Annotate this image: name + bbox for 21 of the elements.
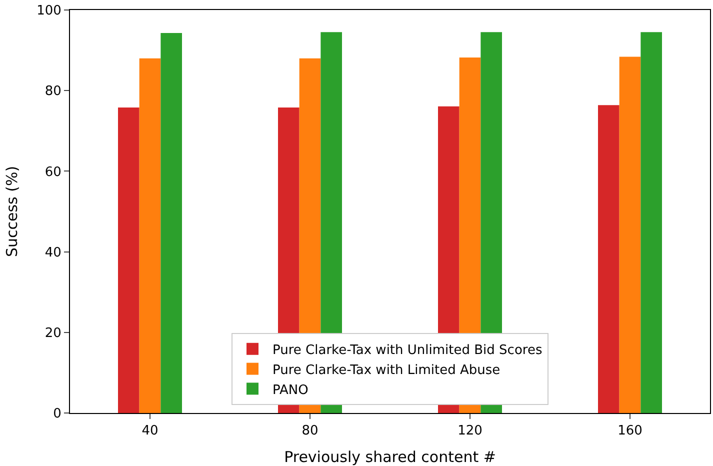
legend-label: Pure Clarke-Tax with Limited Abuse	[272, 362, 500, 378]
x-tick-label: 120	[458, 424, 482, 439]
x-tick-label: 40	[142, 424, 158, 439]
y-tick-label: 100	[36, 4, 62, 19]
legend-label: PANO	[272, 382, 308, 398]
legend-label: Pure Clarke-Tax with Unlimited Bid Scores	[272, 342, 542, 358]
x-tick-label: 80	[302, 424, 318, 439]
y-axis-title: Success (%)	[2, 166, 21, 258]
y-tick-label: 0	[53, 406, 62, 422]
y-tick-label: 20	[44, 326, 62, 341]
bar	[160, 32, 182, 413]
x-tick-label: 160	[618, 424, 642, 439]
y-tick-label: 80	[44, 84, 62, 100]
bar	[118, 108, 140, 413]
bar	[139, 58, 161, 413]
bar	[619, 56, 641, 413]
bar	[640, 32, 662, 413]
bar	[598, 105, 620, 413]
y-tick-label: 40	[44, 245, 62, 260]
y-tick-label: 60	[44, 164, 62, 180]
x-axis-title: Previously shared content #	[284, 448, 496, 466]
